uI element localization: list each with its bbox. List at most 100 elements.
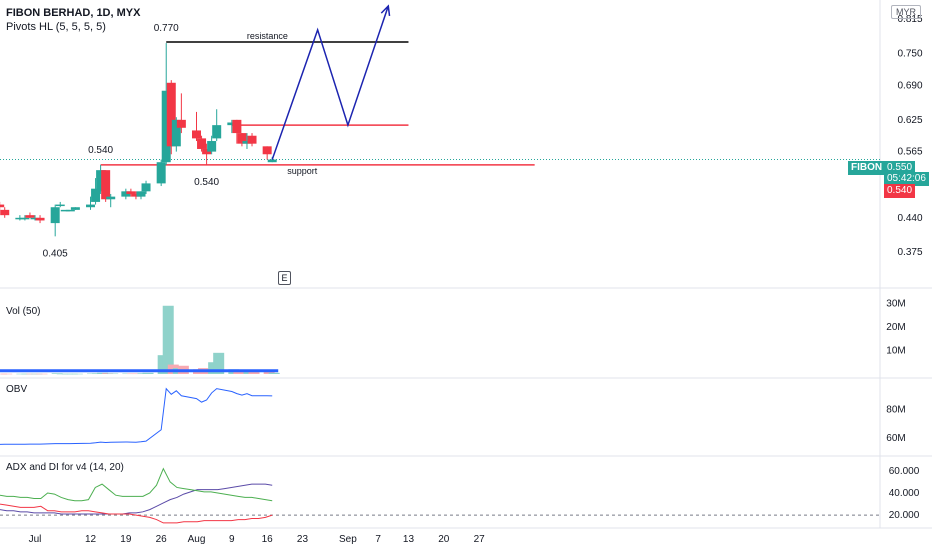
projection-arrowhead xyxy=(380,4,391,17)
x-tick-label: 13 xyxy=(403,534,415,545)
symbol-price-tag: FIBON xyxy=(848,161,886,175)
indicator-label[interactable]: Pivots HL (5, 5, 5, 5) xyxy=(6,21,106,33)
pivot-label: 0.770 xyxy=(154,23,179,34)
support-label: support xyxy=(287,166,318,176)
candle-body xyxy=(156,162,166,184)
volume-bar xyxy=(268,372,280,374)
volume-bar xyxy=(71,373,83,375)
volume-bar xyxy=(263,370,275,374)
candle-body xyxy=(50,207,60,224)
candle-body xyxy=(30,217,40,220)
resistance-label: resistance xyxy=(247,31,288,41)
candle-body xyxy=(15,217,25,220)
x-tick-label: 26 xyxy=(156,534,168,545)
adx-tick-label: 20.000 xyxy=(889,510,920,521)
pivot-label: 0.540 xyxy=(88,145,113,156)
candle-body xyxy=(70,207,80,210)
candle-body xyxy=(121,191,131,197)
candle-body xyxy=(136,191,146,197)
candle-body xyxy=(232,119,242,134)
x-tick-label: 23 xyxy=(297,534,309,545)
earnings-marker[interactable]: E xyxy=(278,271,291,285)
candle-body xyxy=(247,135,257,144)
volume-tick-label: 30M xyxy=(886,298,905,309)
projection-path xyxy=(271,5,390,160)
x-tick-label: 7 xyxy=(375,534,381,545)
volume-bar xyxy=(213,352,225,374)
volume-tick-label: 10M xyxy=(886,345,905,356)
x-tick-label: 12 xyxy=(85,534,97,545)
volume-bar xyxy=(107,373,119,375)
candle-body xyxy=(141,183,151,192)
x-tick-label: Jul xyxy=(29,534,42,545)
x-tick-label: 9 xyxy=(229,534,235,545)
volume-bar xyxy=(162,305,174,374)
candle-body xyxy=(212,125,222,139)
candle-body xyxy=(131,193,141,197)
adx-series-line xyxy=(0,483,273,515)
candle-body xyxy=(262,146,272,155)
candle-body xyxy=(242,141,252,144)
volume-bar xyxy=(51,373,63,374)
obv-tick-label: 80M xyxy=(886,405,905,416)
x-tick-label: 20 xyxy=(438,534,450,545)
x-tick-label: 19 xyxy=(120,534,132,545)
adx-series-line xyxy=(0,503,273,524)
adx-series-line xyxy=(0,467,273,502)
currency-button[interactable]: MYR xyxy=(891,5,921,19)
volume-bar xyxy=(36,373,48,375)
candle-body xyxy=(101,170,111,200)
x-tick-label: Sep xyxy=(339,534,357,545)
volume-bar xyxy=(1,373,13,375)
candle-body xyxy=(161,90,171,163)
candle-body xyxy=(237,133,247,144)
adx-tick-label: 40.000 xyxy=(889,488,920,499)
candle-body xyxy=(65,209,75,212)
price-tick-label: 0.375 xyxy=(897,247,922,258)
candle-body xyxy=(207,141,217,152)
candle-body xyxy=(171,119,181,147)
candle-body xyxy=(86,204,96,208)
x-tick-label: 27 xyxy=(474,534,486,545)
bar-countdown-tag: 05:42:06 xyxy=(884,172,929,186)
candle-body xyxy=(20,217,30,220)
candle-body xyxy=(96,170,106,192)
candle-body xyxy=(197,138,207,149)
candle-body xyxy=(91,188,101,202)
volume-tick-label: 20M xyxy=(886,322,905,333)
obv-line xyxy=(0,387,273,445)
price-tick-label: 0.625 xyxy=(897,115,922,126)
candle-body xyxy=(126,191,136,194)
price-tick-label: 0.815 xyxy=(897,14,922,25)
price-tick-label: 0.565 xyxy=(897,147,922,158)
candle-body xyxy=(202,148,212,155)
pivot-label: 0.540 xyxy=(194,177,219,188)
candle-body xyxy=(35,217,45,221)
candle-body xyxy=(192,130,202,139)
candle-body xyxy=(267,159,277,163)
candle-body xyxy=(227,122,237,126)
candle-body xyxy=(0,204,5,208)
candle-body xyxy=(176,119,186,128)
volume-bar xyxy=(142,372,154,374)
obv-tick-label: 60M xyxy=(886,433,905,444)
adx-pane-label[interactable]: ADX and DI for v4 (14, 20) xyxy=(6,462,124,473)
volume-bar xyxy=(248,370,260,374)
candle-body xyxy=(25,215,35,218)
price-tick-label: 0.750 xyxy=(897,49,922,60)
adx-tick-label: 60.000 xyxy=(889,466,920,477)
candle-body xyxy=(0,209,10,216)
obv-pane-label[interactable]: OBV xyxy=(6,384,28,395)
candle-body xyxy=(55,204,65,207)
candle-body xyxy=(60,209,70,212)
x-tick-label: Aug xyxy=(188,534,206,545)
last-price-tag: 0.550 xyxy=(884,161,916,175)
pivot-label: 0.405 xyxy=(43,248,68,259)
support-price-tag: 0.540 xyxy=(884,184,916,198)
symbol-title[interactable]: FIBON BERHAD, 1D, MYX xyxy=(6,7,141,19)
volume-pane-label[interactable]: Vol (50) xyxy=(6,306,41,317)
x-tick-label: 16 xyxy=(262,534,274,545)
price-tick-label: 0.690 xyxy=(897,80,922,91)
